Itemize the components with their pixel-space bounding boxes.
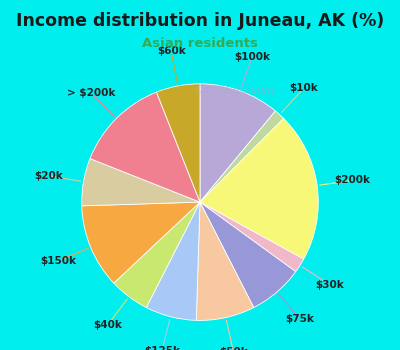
Wedge shape bbox=[200, 202, 296, 308]
Wedge shape bbox=[200, 111, 284, 202]
Text: > $200k: > $200k bbox=[67, 89, 116, 98]
Wedge shape bbox=[146, 202, 200, 320]
Text: $125k: $125k bbox=[144, 346, 180, 350]
Text: $150k: $150k bbox=[40, 256, 76, 266]
Text: Income distribution in Juneau, AK (%): Income distribution in Juneau, AK (%) bbox=[16, 12, 384, 30]
Text: $75k: $75k bbox=[286, 314, 314, 324]
Text: $100k: $100k bbox=[234, 52, 270, 62]
Text: $50k: $50k bbox=[219, 347, 248, 350]
Wedge shape bbox=[156, 84, 200, 202]
Text: Asian residents: Asian residents bbox=[142, 37, 258, 50]
Wedge shape bbox=[82, 159, 200, 206]
Text: $20k: $20k bbox=[34, 171, 63, 181]
Text: $10k: $10k bbox=[289, 83, 318, 93]
Wedge shape bbox=[90, 92, 200, 202]
Wedge shape bbox=[200, 202, 304, 272]
Wedge shape bbox=[114, 202, 200, 308]
Text: $30k: $30k bbox=[316, 280, 344, 289]
Wedge shape bbox=[82, 202, 200, 283]
Text: $60k: $60k bbox=[157, 46, 186, 56]
Text: $40k: $40k bbox=[93, 320, 122, 330]
Text: $200k: $200k bbox=[334, 175, 370, 186]
Text: City-Data.com: City-Data.com bbox=[196, 85, 275, 95]
Wedge shape bbox=[200, 118, 318, 259]
Wedge shape bbox=[200, 84, 276, 202]
Wedge shape bbox=[196, 202, 254, 320]
